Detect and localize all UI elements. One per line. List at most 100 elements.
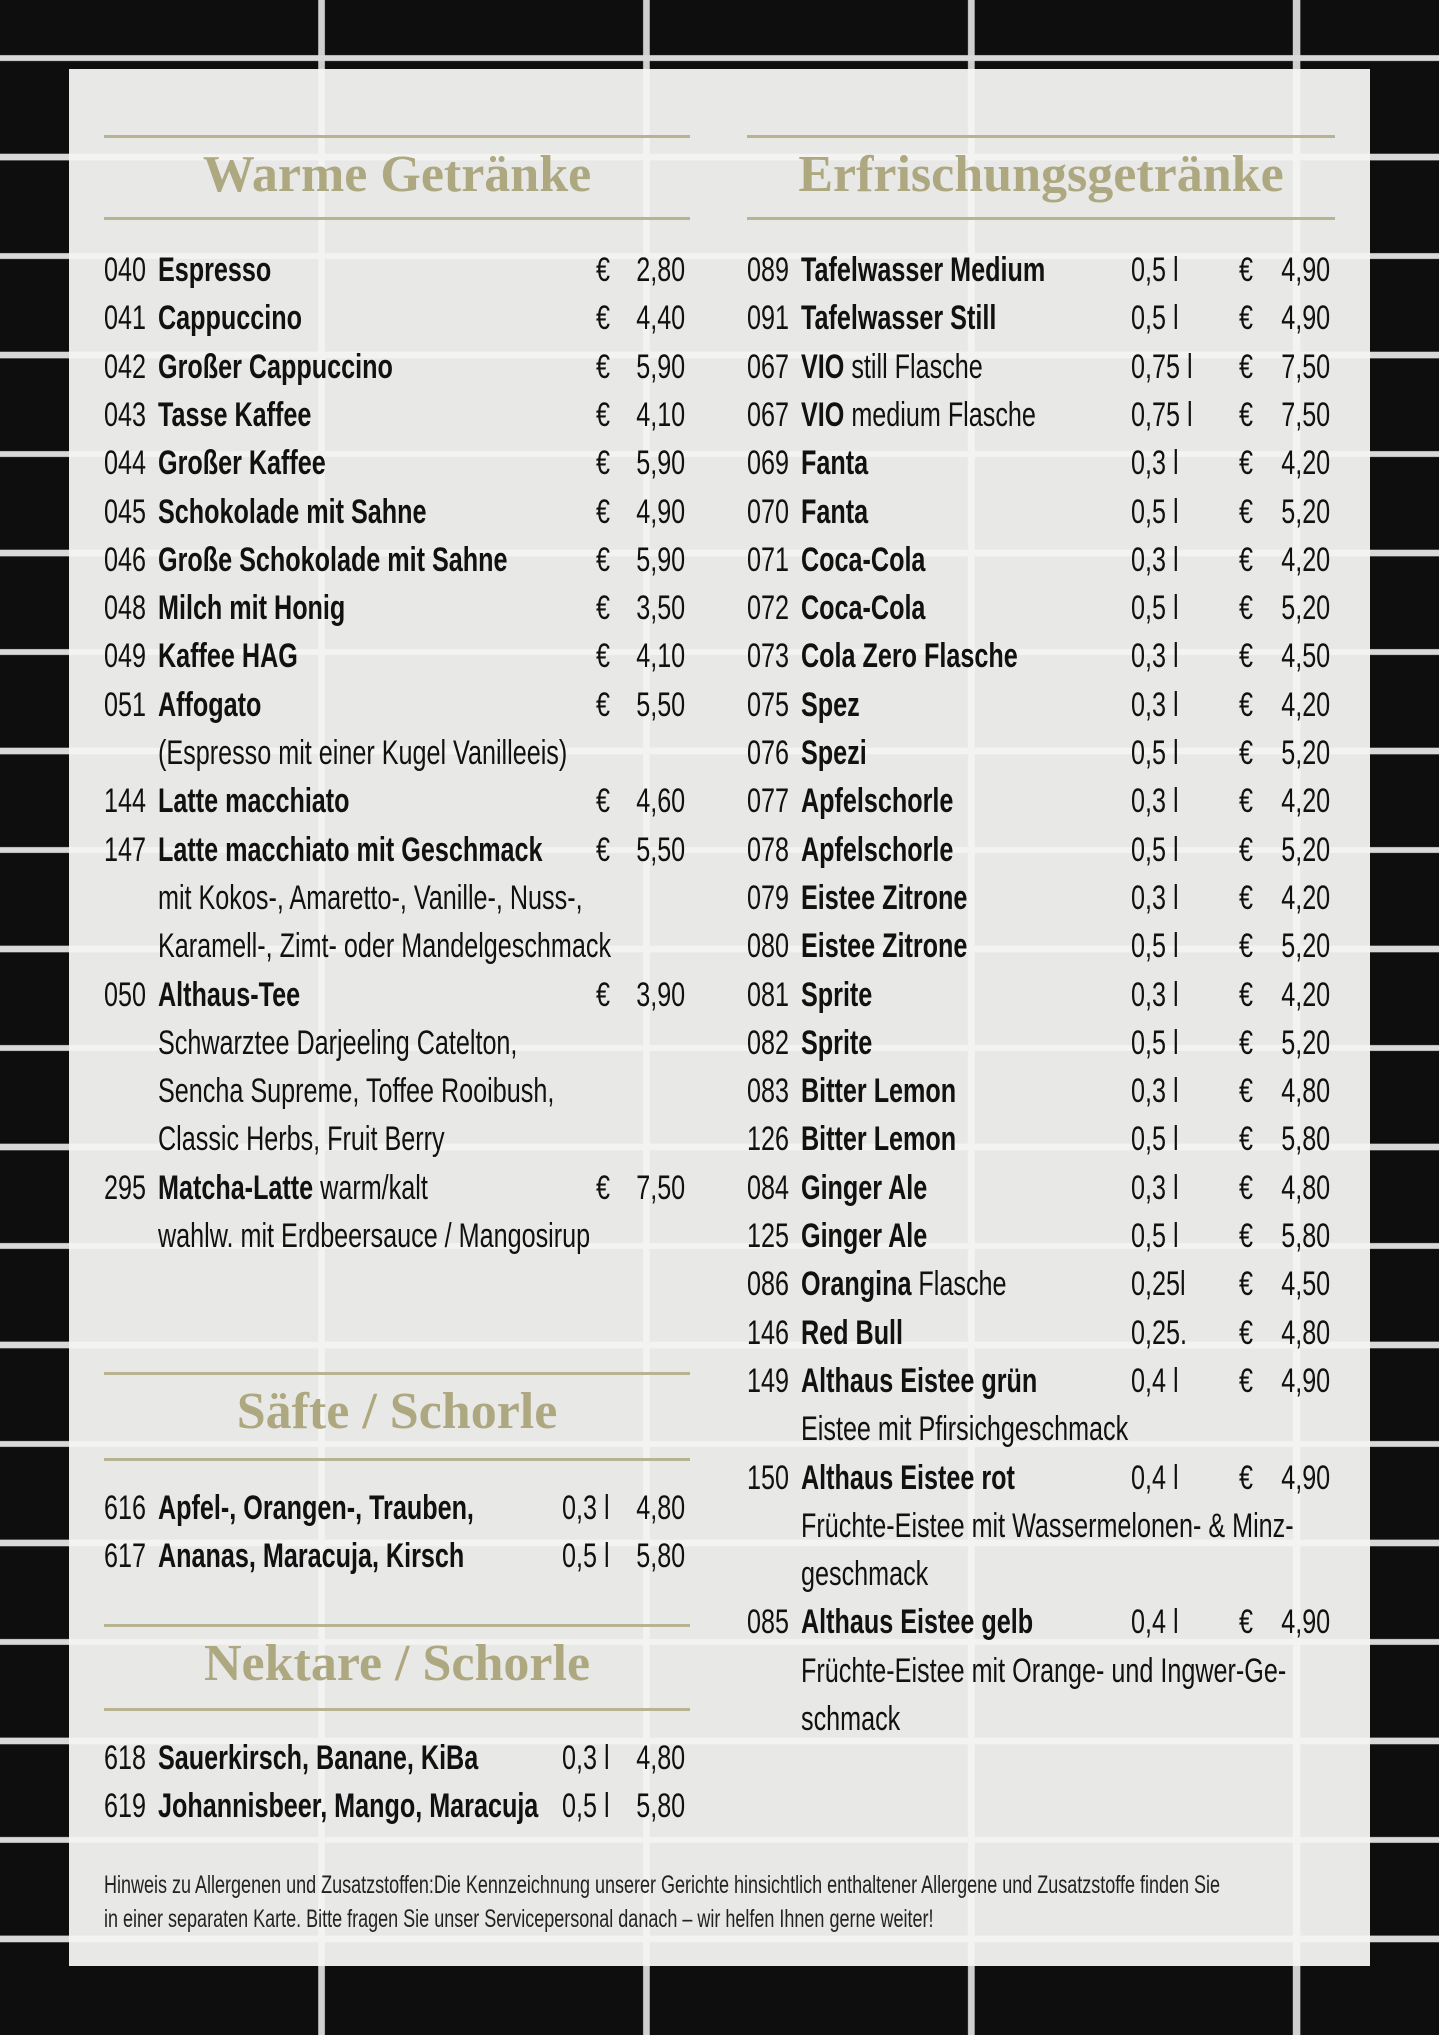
item-price: 4,90 [619,488,685,536]
menu-item: 617 Ananas, Maracuja, Kirsch 0,5 l 5,80 [104,1532,685,1580]
divider [104,1372,690,1375]
currency-symbol-text: € [596,589,611,628]
item-name: Ginger Ale [801,1164,972,1212]
item-code: 067 [747,391,804,439]
currency-symbol-text: € [596,251,611,289]
currency-symbol-text: € [1239,1120,1254,1159]
item-name: VIO medium Flasche [801,391,1118,439]
item-price: 4,40 [619,294,685,342]
item-price-text: 5,20 [1281,734,1330,772]
item-name: Latte macchiato [158,777,417,825]
item-name-bold: Ananas, Maracuja, Kirsch [158,1537,465,1576]
menu-item: 044 Großer Kaffee €5,90 [104,439,685,487]
item-price: 5,20 [1264,584,1330,632]
divider [104,1708,690,1711]
item-name: Tasse Kaffee [158,391,365,439]
item-name-bold: Johannisbeer, Mango, Maracuja [158,1787,539,1826]
item-name: Apfelschorle [801,826,1007,874]
item-name-bold: Tafelwasser Medium [801,251,1046,289]
item-description-text: wahlw. mit Erdbeersauce / Mangosirup [158,1217,591,1255]
item-price: 4,80 [619,1484,685,1532]
currency-symbol: € [1239,1164,1258,1212]
currency-symbol-text: € [1239,444,1254,483]
item-name-bold: Milch mit Honig [158,589,346,628]
item-code: 091 [747,294,804,342]
item-code: 069 [747,439,804,487]
currency-symbol: € [1239,488,1258,536]
item-code: 067 [747,343,804,391]
item-name: Fanta [801,439,892,487]
currency-symbol: € [596,681,615,729]
item-name-bold: Affogato [158,685,262,724]
item-volume-text: 0,3 l [562,1739,610,1777]
item-code-text: 067 [747,395,789,434]
item-code-text: 146 [747,1313,789,1352]
menu-item: 295 Matcha-Latte warm/kalt €7,50 [104,1164,685,1212]
item-name-bold: Latte macchiato [158,782,350,821]
item-code-text: 149 [747,1361,789,1400]
currency-symbol-text: € [1239,589,1254,628]
item-code: 616 [104,1484,161,1532]
item-price: 4,90 [1264,246,1330,294]
item-price: 4,90 [1264,1454,1330,1502]
menu-item: 080 Eistee Zitrone 0,5 l €5,20 [747,922,1330,970]
item-price-text: 4,90 [1281,1603,1330,1642]
item-price: 5,20 [1264,826,1330,874]
menu-item: 081 Sprite 0,3 l €4,20 [747,971,1330,1019]
section-title-nectar: Nektare / Schorle [203,1635,591,1692]
item-name-bold: Spez [801,685,860,724]
item-code: 046 [104,536,161,584]
item-price-text: 4,80 [1281,1072,1330,1111]
currency-symbol-text: € [1239,251,1254,289]
item-price: 4,20 [1264,536,1330,584]
currency-symbol: € [596,1164,615,1212]
item-name-bold: Latte macchiato mit Geschmack [158,830,543,869]
menu-item: 619 Johannisbeer, Mango, Maracuja 0,5 l 5,8… [104,1782,685,1830]
item-name-bold: Apfel-, Orangen-, Trauben, [158,1489,474,1527]
item-volume: 0,5 l [1131,246,1195,294]
item-name-bold: VIO [801,347,845,386]
currency-symbol-text: € [1239,734,1254,772]
item-code: 048 [104,584,161,632]
item-code-text: 042 [104,347,146,386]
item-code-text: 619 [104,1787,146,1826]
item-code-text: 091 [747,299,789,338]
item-volume: 0,3 l [1131,1067,1195,1115]
menu-item: 150 Althaus Eistee rot 0,4 l €4,90 [747,1454,1330,1502]
currency-symbol-text: € [1239,1072,1254,1111]
item-name: VIO still Flasche [801,343,1047,391]
item-code: 149 [747,1357,804,1405]
item-description: wahlw. mit Erdbeersauce / Mangosirup [158,1212,742,1260]
item-code: 126 [747,1115,804,1163]
currency-symbol: € [1239,1260,1258,1308]
item-code-text: 072 [747,589,789,628]
menu-item: 089 Tafelwasser Medium 0,5 l €4,90 [747,246,1330,294]
item-volume: 0,4 l [1131,1598,1195,1646]
item-description-text: (Espresso mit einer Kugel Vanilleeis) [158,734,568,772]
item-name: Althaus Eistee rot [801,1454,1090,1502]
item-description: Schwarztee Darjeeling Catelton, [158,1019,644,1067]
item-name: Althaus-Tee [158,971,350,1019]
currency-symbol: € [596,294,615,342]
currency-symbol: € [596,826,615,874]
item-name-bold: Apfelschorle [801,830,954,869]
item-price: 4,20 [1264,874,1330,922]
item-price: 2,80 [619,246,685,294]
divider [747,217,1335,220]
item-price-text: 4,90 [1281,1361,1330,1400]
currency-symbol-text: € [1239,1217,1254,1255]
item-price-text: 4,80 [1281,1313,1330,1352]
item-name: Espresso [158,246,311,294]
item-code-text: 050 [104,975,146,1014]
item-price-text: 2,80 [636,251,685,289]
item-code-text: 078 [747,830,789,869]
item-price: 4,20 [1264,971,1330,1019]
item-code-text: 046 [104,540,146,579]
menu-item: 067 VIO medium Flasche 0,75 l €7,50 [747,391,1330,439]
item-price-text: 4,20 [1281,975,1330,1014]
item-description-text: Schwarztee Darjeeling Catelton, [158,1023,518,1062]
item-price-text: 7,50 [1281,347,1330,386]
item-volume: 0,75 l [1131,343,1214,391]
menu-item: 076 Spezi 0,5 l €5,20 [747,729,1330,777]
item-code: 295 [104,1164,161,1212]
